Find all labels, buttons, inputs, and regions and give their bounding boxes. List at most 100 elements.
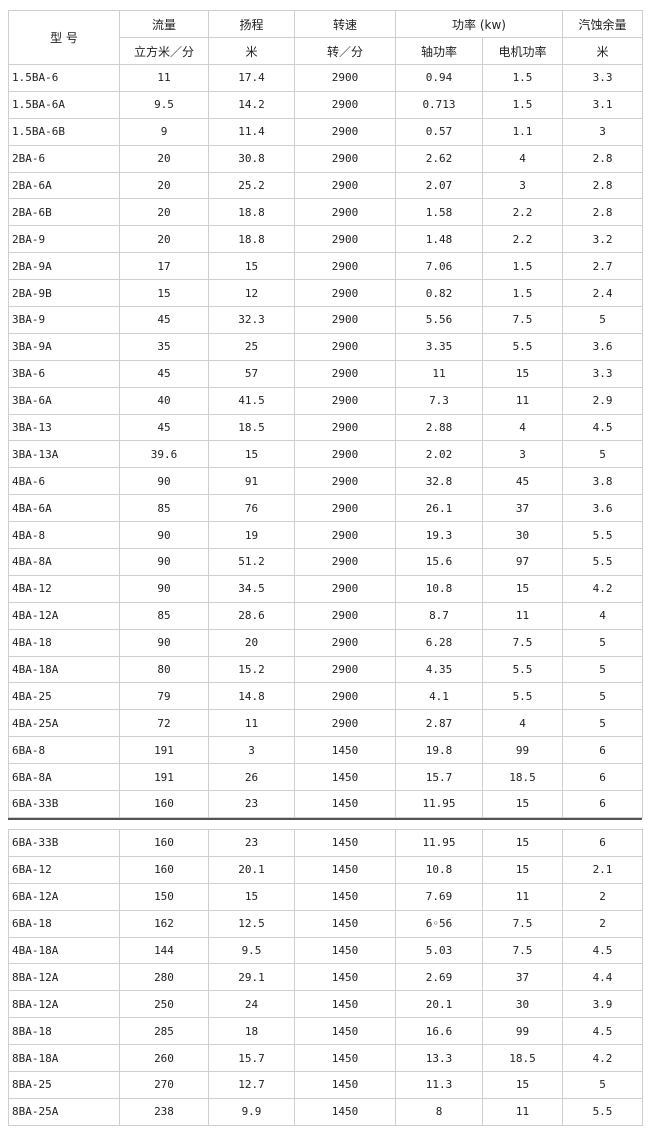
- cell-flow: 35: [119, 332, 209, 361]
- cell-motor-power: 30: [482, 990, 563, 1019]
- cell-shaft-power: 4.1: [395, 682, 483, 711]
- cell-shaft-power: 11: [395, 359, 483, 388]
- cell-speed: 2900: [294, 279, 396, 308]
- cell-head: 25: [208, 332, 295, 361]
- cell-head: 28.6: [208, 601, 295, 630]
- cell-model: 6BA-33B: [8, 828, 120, 857]
- cell-motor-power: 5.5: [481, 332, 564, 361]
- cell-npsh: 2: [562, 882, 643, 911]
- cell-flow: 9.5: [119, 90, 209, 119]
- cell-npsh: 3.8: [562, 467, 644, 496]
- cell-shaft-power: 8: [395, 1097, 483, 1126]
- cell-npsh: 2.4: [562, 279, 644, 308]
- cell-shaft-power: 15.7: [395, 763, 483, 792]
- cell-motor-power: 18.5: [481, 763, 564, 792]
- cell-motor-power: 7.5: [482, 936, 563, 965]
- cell-head: 15: [208, 882, 295, 911]
- table-row: 6BA-8 191 3 1450 19.8 99 6: [8, 736, 644, 765]
- cell-head: 51.2: [208, 548, 295, 576]
- cell-speed: 2900: [294, 64, 396, 92]
- cell-motor-power: 1.1: [481, 117, 564, 146]
- cell-flow: 45: [119, 306, 209, 334]
- cell-shaft-power: 6.28: [395, 628, 483, 657]
- cell-speed: 2900: [294, 332, 396, 361]
- cell-flow: 160: [119, 790, 209, 818]
- cell-shaft-power: 0.94: [395, 64, 483, 92]
- cell-motor-power: 1.5: [481, 90, 564, 119]
- cell-flow: 144: [119, 936, 209, 965]
- cell-npsh: 3.3: [562, 359, 644, 388]
- cell-model: 4BA-8: [8, 521, 120, 550]
- cell-shaft-power: 15.6: [395, 548, 483, 576]
- table-row: 4BA-25A 72 11 2900 2.87 4 5: [8, 709, 644, 738]
- cell-npsh: 2: [562, 909, 643, 938]
- cell-motor-power: 15: [482, 1070, 563, 1099]
- table-row: 6BA-33B 160 23 1450 11.95 15 6: [8, 790, 644, 818]
- cell-model: 1.5BA-6: [8, 64, 120, 92]
- cell-flow: 85: [119, 494, 209, 523]
- cell-shaft-power: 0.82: [395, 279, 483, 308]
- cell-speed: 1450: [294, 1044, 396, 1072]
- cell-npsh: 3.2: [562, 225, 644, 254]
- cell-motor-power: 30: [481, 521, 564, 550]
- cell-motor-power: 4: [481, 709, 564, 738]
- cell-flow: 285: [119, 1017, 209, 1046]
- cell-motor-power: 11: [482, 882, 563, 911]
- cell-speed: 2900: [294, 144, 396, 173]
- cell-flow: 20: [119, 171, 209, 200]
- cell-speed: 1450: [294, 1070, 396, 1099]
- cell-speed: 2900: [294, 709, 396, 738]
- table-row: 2BA-6 20 30.8 2900 2.62 4 2.8: [8, 144, 644, 173]
- cell-head: 91: [208, 467, 295, 496]
- cell-npsh: 6: [562, 763, 644, 792]
- table-row: 6BA-8A 191 26 1450 15.7 18.5 6: [8, 763, 644, 792]
- cell-motor-power: 1.5: [481, 252, 564, 281]
- table-row: 3BA-9 45 32.3 2900 5.56 7.5 5: [8, 306, 644, 334]
- cell-flow: 17: [119, 252, 209, 281]
- header-speed-unit: 转／分: [294, 37, 396, 65]
- cell-motor-power: 11: [481, 386, 564, 415]
- cell-flow: 280: [119, 963, 209, 992]
- cell-model: 2BA-9: [8, 225, 120, 254]
- cell-flow: 9: [119, 117, 209, 146]
- cell-flow: 162: [119, 909, 209, 938]
- cell-speed: 2900: [294, 252, 396, 281]
- cell-model: 3BA-13: [8, 413, 120, 442]
- header-power: 功率 (kw): [394, 10, 564, 38]
- cell-npsh: 2.9: [562, 386, 644, 415]
- cell-npsh: 4: [562, 601, 644, 630]
- cell-shaft-power: 11.95: [395, 790, 483, 818]
- cell-speed: 1450: [294, 990, 396, 1019]
- table-row: 8BA-25A 238 9.9 1450 8 11 5.5: [8, 1097, 643, 1126]
- cell-npsh: 4.4: [562, 963, 643, 992]
- cell-model: 4BA-18A: [8, 936, 120, 965]
- table-row: 3BA-13A 39.6 15 2900 2.02 3 5: [8, 440, 644, 469]
- cell-speed: 2900: [294, 90, 396, 119]
- table-row: 4BA-18A 80 15.2 2900 4.35 5.5 5: [8, 655, 644, 684]
- cell-model: 3BA-9A: [8, 332, 120, 361]
- cell-motor-power: 15: [481, 359, 564, 388]
- cell-flow: 45: [119, 413, 209, 442]
- cell-head: 11.4: [208, 117, 295, 146]
- table-row: 4BA-8 90 19 2900 19.3 30 5.5: [8, 521, 644, 550]
- cell-model: 2BA-6: [8, 144, 120, 173]
- cell-speed: 2900: [294, 440, 396, 469]
- cell-npsh: 6: [562, 828, 643, 857]
- header-npsh: 汽蚀余量: [562, 10, 644, 38]
- table-row: 8BA-18 285 18 1450 16.6 99 4.5: [8, 1017, 643, 1046]
- cell-flow: 20: [119, 225, 209, 254]
- cell-motor-power: 15: [482, 855, 563, 884]
- table-row: 4BA-18A 144 9.5 1450 5.03 7.5 4.5: [8, 936, 643, 965]
- cell-flow: 191: [119, 763, 209, 792]
- table-row: 4BA-8A 90 51.2 2900 15.6 97 5.5: [8, 548, 644, 576]
- cell-head: 18.5: [208, 413, 295, 442]
- cell-flow: 191: [119, 736, 209, 765]
- cell-shaft-power: 3.35: [395, 332, 483, 361]
- cell-speed: 2900: [294, 171, 396, 200]
- cell-flow: 270: [119, 1070, 209, 1099]
- cell-model: 1.5BA-6B: [8, 117, 120, 146]
- table-header: 型 号 流量 扬程 转速 功率 (kw) 汽蚀余量 立方米／分 米 转／分 轴功…: [8, 10, 644, 65]
- cell-npsh: 5: [562, 655, 644, 684]
- cell-flow: 90: [119, 467, 209, 496]
- cell-flow: 90: [119, 548, 209, 576]
